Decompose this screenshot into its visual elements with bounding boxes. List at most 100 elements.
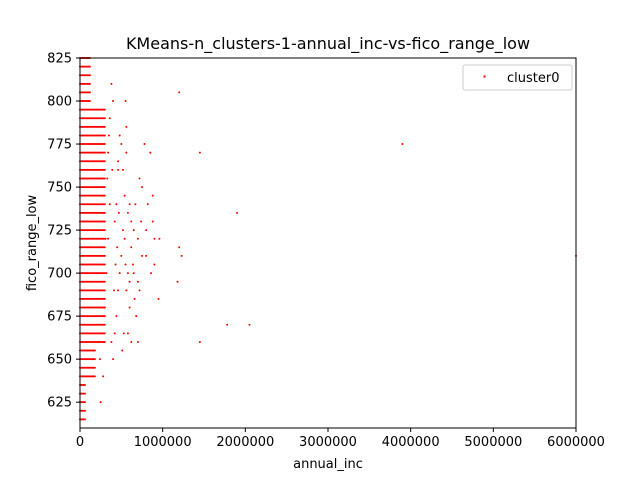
data-point: [117, 211, 120, 214]
data-point: [157, 297, 160, 300]
data-point: [130, 340, 133, 343]
data-point: [93, 375, 96, 378]
data-point: [103, 340, 106, 343]
data-point: [236, 211, 239, 214]
data-point: [103, 306, 106, 309]
data-point: [103, 108, 106, 111]
x-axis-ticks: 0 1000000 2000000 3000000 4000000 5000000 6000…: [76, 428, 605, 450]
data-point: [102, 375, 105, 378]
data-points: [79, 57, 577, 421]
data-point: [138, 177, 141, 180]
data-point: [136, 280, 139, 283]
y-tick-label: 650: [47, 353, 72, 368]
data-point: [226, 323, 229, 326]
data-point: [103, 332, 106, 335]
x-tick-label: 1000000: [134, 435, 192, 450]
data-point: [93, 358, 96, 361]
data-point: [107, 151, 110, 154]
data-point: [134, 203, 137, 206]
y-tick-label: 725: [47, 224, 72, 239]
data-point: [103, 186, 106, 189]
data-point: [115, 315, 118, 318]
data-point: [93, 366, 96, 369]
y-axis-label: fico_range_low: [25, 194, 40, 291]
data-point: [145, 229, 148, 232]
data-point: [103, 263, 106, 266]
data-point: [103, 160, 106, 163]
data-point: [121, 349, 124, 352]
y-tick-label: 800: [47, 95, 72, 110]
data-point: [112, 100, 115, 103]
data-point: [105, 272, 108, 275]
data-point: [111, 168, 114, 171]
x-tick-label: 4000000: [382, 435, 440, 450]
data-point: [128, 280, 131, 283]
legend: cluster0: [462, 64, 573, 91]
data-point: [110, 340, 113, 343]
data-point: [103, 117, 106, 120]
data-point: [93, 349, 96, 352]
data-point: [117, 168, 120, 171]
data-point: [103, 194, 106, 197]
x-tick-label: 5000000: [464, 435, 522, 450]
data-point: [133, 297, 136, 300]
data-point: [248, 323, 251, 326]
data-point: [178, 246, 181, 249]
data-point: [120, 254, 123, 257]
y-tick-label: 625: [47, 396, 72, 411]
data-point: [98, 358, 101, 361]
data-point: [110, 82, 113, 85]
plot-frame: [79, 57, 577, 429]
data-point: [125, 289, 128, 292]
data-point: [123, 237, 126, 240]
data-point: [176, 280, 179, 283]
data-point: [138, 289, 141, 292]
data-point: [103, 280, 106, 283]
y-tick-label: 700: [47, 267, 72, 282]
data-point: [153, 263, 156, 266]
data-point: [88, 65, 91, 68]
y-axis-ticks: 625 650 675 700 725 750 775 800 825: [47, 52, 80, 411]
data-point: [103, 177, 106, 180]
data-point: [149, 151, 152, 154]
x-tick-label: 3000000: [299, 435, 357, 450]
x-tick-label: 0: [76, 435, 84, 450]
data-point: [103, 220, 106, 223]
data-point: [103, 134, 106, 137]
data-point: [125, 151, 128, 154]
data-point: [104, 237, 107, 240]
data-point: [112, 289, 115, 292]
data-point: [158, 237, 161, 240]
x-axis-label: annual_inc: [293, 457, 363, 472]
x-tick-label: 6000000: [547, 435, 605, 450]
data-point: [136, 340, 139, 343]
legend-marker: [483, 75, 486, 78]
data-point: [116, 246, 119, 249]
data-point: [132, 229, 135, 232]
data-point: [150, 272, 153, 275]
data-point: [103, 151, 106, 154]
data-point: [88, 100, 91, 103]
data-point: [107, 134, 110, 137]
data-point: [114, 263, 117, 266]
data-point: [117, 289, 120, 292]
data-point: [178, 91, 181, 94]
data-point: [83, 392, 86, 395]
data-point: [121, 229, 124, 232]
data-point: [107, 237, 110, 240]
data-point: [140, 220, 143, 223]
data-point: [103, 297, 106, 300]
data-point: [132, 272, 135, 275]
data-point: [103, 254, 106, 257]
data-point: [98, 340, 101, 343]
legend-label-cluster0: cluster0: [507, 71, 559, 86]
y-tick-label: 825: [47, 52, 72, 67]
data-point: [115, 203, 118, 206]
data-point: [117, 160, 120, 163]
data-point: [146, 203, 149, 206]
data-point: [120, 143, 123, 146]
data-point: [401, 143, 404, 146]
data-point: [153, 237, 156, 240]
data-point: [88, 74, 91, 77]
data-point: [83, 409, 86, 412]
